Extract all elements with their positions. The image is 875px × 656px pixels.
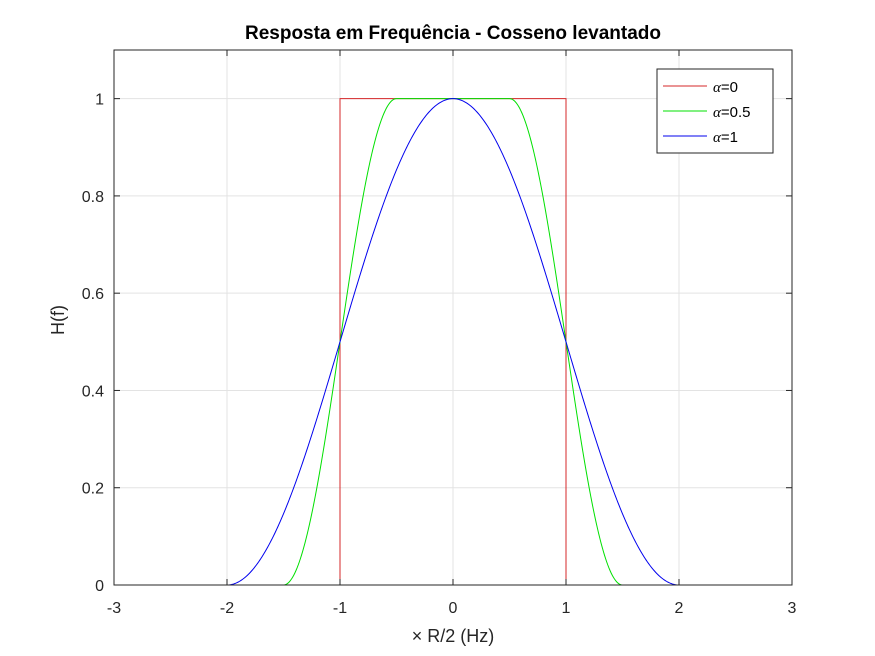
x-tick-label: 1 (562, 600, 571, 617)
y-tick-label: 0.2 (82, 481, 104, 498)
legend: α=0 α=0.5 α=1 (656, 68, 774, 154)
legend-label: α=0 (713, 79, 738, 96)
x-axis-label: × R/2 (Hz) (412, 626, 495, 646)
y-tick-label: 0.4 (82, 383, 104, 400)
y-tick-label: 1 (95, 92, 104, 109)
x-tick-label: 3 (788, 600, 797, 617)
ticks (113, 50, 793, 586)
y-axis-label: H(f) (48, 305, 68, 335)
chart-title: Resposta em Frequência - Cosseno levanta… (245, 23, 661, 44)
x-tick-labels: -3 -2 -1 0 1 2 3 (107, 600, 797, 617)
x-tick-label: -1 (333, 600, 347, 617)
x-tick-label: 2 (675, 600, 684, 617)
legend-label: α=0.5 (713, 104, 751, 121)
y-tick-label: 0 (95, 578, 104, 595)
x-tick-label: 0 (449, 600, 458, 617)
y-tick-label: 0.6 (82, 286, 104, 303)
x-tick-label: -3 (107, 600, 121, 617)
y-tick-label: 0.8 (82, 189, 104, 206)
y-tick-labels: 0 0.2 0.4 0.6 0.8 1 (82, 92, 104, 595)
legend-label: α=1 (713, 129, 738, 146)
x-tick-label: -2 (220, 600, 234, 617)
